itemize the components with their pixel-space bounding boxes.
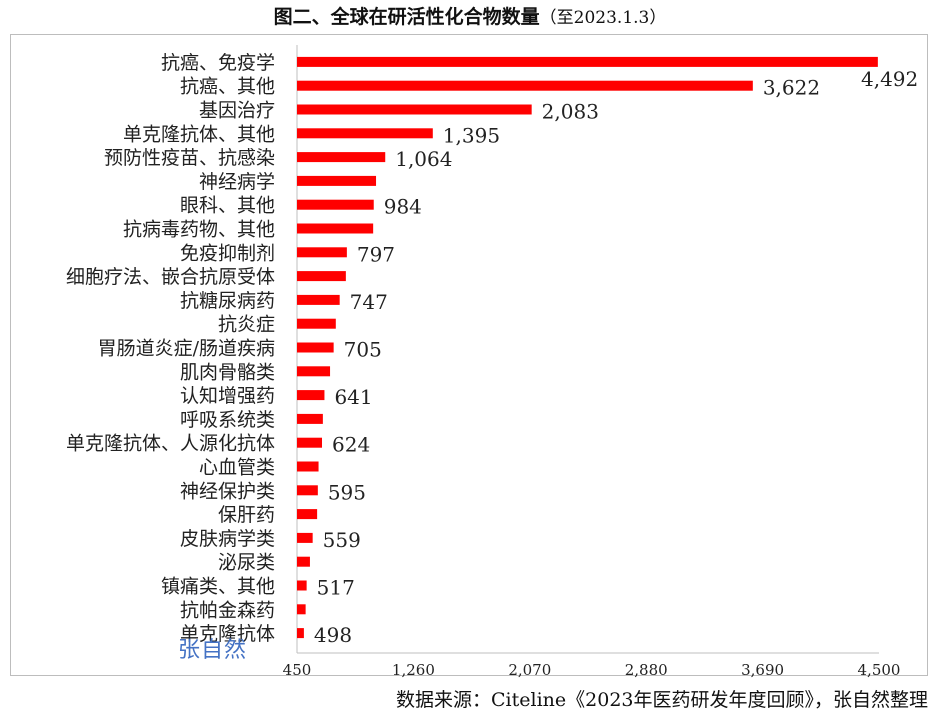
- category-label: 抗癌、其他: [180, 76, 275, 98]
- bar: [297, 413, 323, 424]
- bar: [297, 580, 307, 591]
- data-label: 559: [323, 528, 361, 552]
- bar: [297, 366, 331, 377]
- data-label: 797: [357, 242, 395, 266]
- category-label: 眼科、其他: [180, 195, 275, 217]
- data-label: 4,492: [861, 67, 918, 91]
- bar: [297, 152, 386, 163]
- x-tick-label: 450: [283, 661, 312, 679]
- bar: [297, 56, 878, 67]
- category-label: 单克隆抗体、人源化抗体: [66, 433, 275, 455]
- data-label: 705: [344, 338, 382, 362]
- bar: [297, 223, 374, 234]
- data-label: 624: [332, 433, 370, 457]
- category-label: 皮肤病学类: [180, 528, 275, 550]
- category-label: 基因治疗: [199, 100, 275, 122]
- bar: [297, 437, 323, 448]
- bar: [297, 509, 318, 520]
- category-label: 抗帕金森药: [180, 599, 275, 621]
- bar: [297, 342, 334, 353]
- data-label: 498: [314, 623, 352, 647]
- category-label: 抗病毒药物、其他: [123, 219, 275, 241]
- data-label: 1,064: [395, 147, 452, 171]
- bar: [297, 247, 347, 258]
- bar: [297, 175, 377, 186]
- category-label: 保肝药: [218, 504, 275, 526]
- category-label: 神经保护类: [180, 480, 275, 502]
- chart-title: 图二、全球在研活性化合物数量（至2023.1.3）: [0, 2, 940, 29]
- chart-title-main: 图二、全球在研活性化合物数量: [273, 6, 540, 28]
- category-label: 心血管类: [199, 457, 275, 479]
- data-label: 595: [328, 480, 366, 504]
- category-label: 呼吸系统类: [180, 409, 275, 431]
- data-label: 984: [384, 195, 422, 219]
- category-label: 抗炎症: [218, 314, 275, 336]
- category-label: 认知增强药: [180, 385, 275, 407]
- bar: [297, 390, 325, 401]
- x-tick-label: 3,690: [741, 661, 784, 679]
- bar: [297, 556, 310, 567]
- bar: [297, 104, 532, 115]
- data-label: 1,395: [443, 123, 500, 147]
- bar: [297, 318, 336, 329]
- data-label: 2,083: [542, 100, 599, 124]
- x-tick-label: 2,880: [625, 661, 668, 679]
- category-label: 预防性疫苗、抗感染: [104, 147, 275, 169]
- x-tick-label: 4,500: [858, 661, 901, 679]
- category-label: 神经病学: [199, 171, 275, 193]
- category-label: 抗癌、免疫学: [161, 52, 275, 74]
- chart-frame: [10, 34, 928, 676]
- data-label: 747: [350, 290, 388, 314]
- bar: [297, 604, 306, 615]
- bar: [297, 485, 318, 496]
- bar: [297, 199, 374, 210]
- bar: [297, 128, 433, 139]
- x-tick-label: 1,260: [392, 661, 435, 679]
- watermark-text: 张自然: [178, 638, 248, 663]
- bar: [297, 628, 304, 639]
- category-label: 单克隆抗体、其他: [123, 123, 275, 145]
- bar: [297, 461, 319, 472]
- category-label: 单克隆抗体: [180, 623, 275, 645]
- chart-title-date: （至2023.1.3）: [539, 8, 667, 28]
- bar: [297, 294, 340, 305]
- category-label: 抗糖尿病药: [180, 290, 275, 312]
- bar: [297, 271, 346, 282]
- bar: [297, 532, 313, 543]
- data-label: 641: [334, 385, 372, 409]
- category-label: 胃肠道炎症/肠道疾病: [98, 338, 275, 360]
- category-label: 细胞疗法、嵌合抗原受体: [66, 266, 275, 288]
- data-label: 3,622: [763, 76, 820, 100]
- data-label: 517: [317, 576, 355, 600]
- category-label: 免疫抑制剂: [180, 242, 275, 264]
- category-label: 镇痛类、其他: [161, 576, 275, 598]
- bar: [297, 80, 753, 91]
- source-note: 数据来源：Citeline《2023年医药研发年度回顾》，张自然整理: [396, 689, 928, 711]
- category-label: 泌尿类: [218, 552, 275, 574]
- x-tick-label: 2,070: [508, 661, 551, 679]
- category-label: 肌肉骨骼类: [180, 361, 275, 383]
